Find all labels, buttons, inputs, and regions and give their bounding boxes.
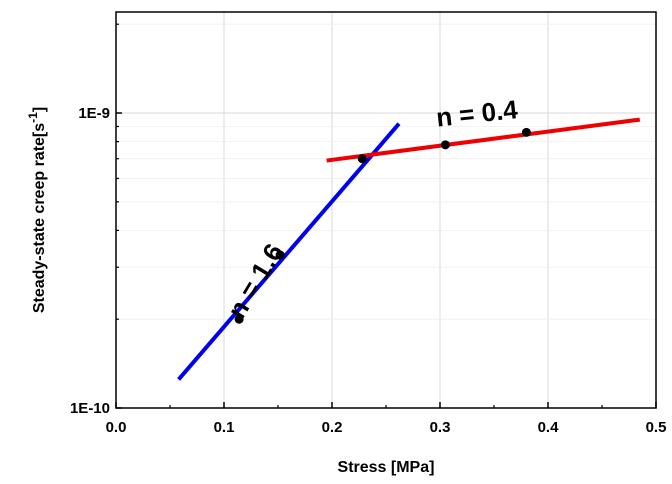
data-point [275, 250, 285, 260]
y-axis-title-superscript: -1 [26, 112, 40, 123]
x-tick-label: 0.1 [214, 419, 235, 436]
x-tick-label: 0.0 [106, 419, 127, 436]
data-points [234, 127, 531, 324]
data-point [357, 154, 367, 164]
data-point [521, 127, 531, 137]
fit-line [326, 117, 641, 163]
grid [116, 12, 656, 408]
annotation-label: n = 1.6 [221, 238, 289, 323]
data-point [234, 314, 244, 324]
x-tick-label: 0.5 [646, 419, 667, 436]
x-axis-title: Stress [MPa] [338, 459, 435, 476]
fit-line [177, 122, 401, 381]
y-tick-label: 1E-9 [78, 105, 110, 122]
y-tick-label: 1E-10 [70, 400, 110, 417]
y-axis-title-main: Steady-state creep rate[s [31, 123, 48, 313]
axis-ticks: 0.0 0.1 0.2 0.3 0.4 0.5 1E-10 1E-9 [70, 23, 667, 436]
y-axis-title: Steady-state creep rate[s-1] [26, 107, 48, 313]
data-point [440, 140, 450, 150]
fit-lines [177, 117, 641, 381]
x-tick-label: 0.3 [430, 419, 451, 436]
plot-frame [115, 11, 657, 409]
x-tick-label: 0.4 [538, 419, 560, 436]
annotations: n = 1.6n = 0.4 [221, 94, 519, 324]
x-tick-label: 0.2 [322, 419, 343, 436]
y-axis-title-close: ] [31, 107, 48, 112]
